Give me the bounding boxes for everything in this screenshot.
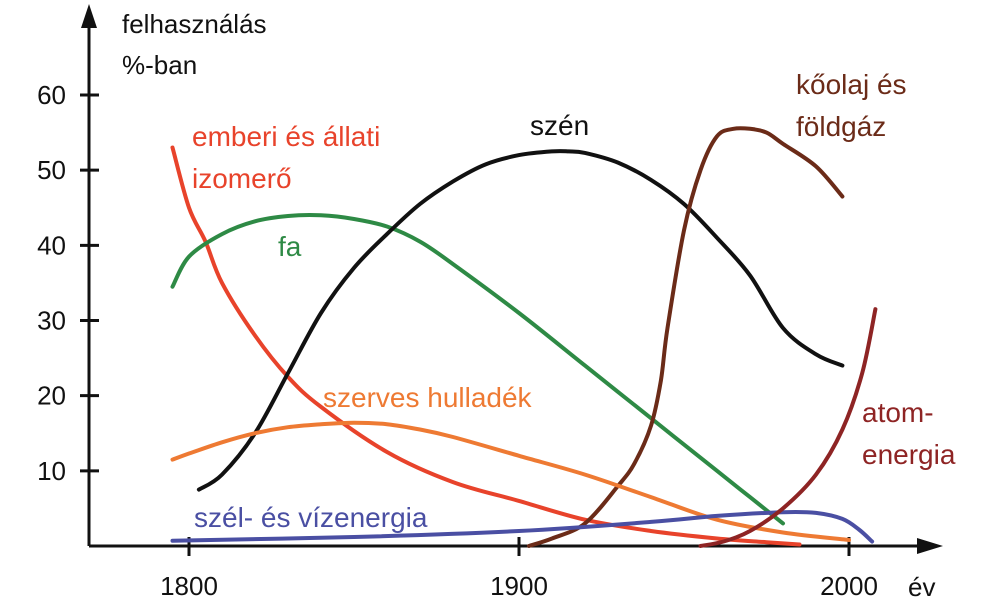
x-axis-title: év	[908, 572, 935, 602]
series-label-szen-1: szén	[530, 110, 589, 141]
axis-titles: felhasználás %-ban év	[122, 9, 935, 602]
series-label-olaj-2: földgáz	[796, 111, 886, 142]
ticks: 10 20 30 40 50 60 1800 1900 2000	[37, 80, 878, 601]
y-tick-label-60: 60	[37, 80, 66, 110]
y-tick-label-40: 40	[37, 230, 66, 260]
series-line-atom	[698, 307, 878, 548]
series-label-olaj-1: kőolaj és	[796, 69, 907, 100]
y-tick-label-20: 20	[37, 381, 66, 411]
series-line-hulladek	[170, 420, 851, 542]
x-tick-label-1900: 1900	[490, 571, 548, 601]
series-lines	[170, 126, 878, 548]
series-labels: emberi és állati izomerő fa szén kőolaj és fö…	[192, 69, 956, 533]
y-axis-arrow	[81, 4, 97, 28]
x-tick-label-2000: 2000	[820, 571, 878, 601]
y-axis-title-line-2: %-ban	[122, 50, 197, 80]
x-tick-label-1800: 1800	[160, 571, 218, 601]
series-line-szen	[196, 149, 845, 492]
series-line-izomero	[170, 145, 802, 547]
y-tick-label-50: 50	[37, 155, 66, 185]
y-tick-label-30: 30	[37, 305, 66, 335]
axes	[81, 4, 943, 554]
x-axis-arrow	[917, 538, 943, 554]
series-line-olaj	[526, 126, 845, 548]
series-label-izomero-1: emberi és állati	[192, 121, 380, 152]
series-label-szelviz-1: szél- és vízenergia	[194, 502, 428, 533]
series-label-izomero-2: izomerő	[192, 163, 292, 194]
series-label-atom-2: energia	[862, 439, 956, 470]
series-label-hulladek-1: szerves hulladék	[323, 382, 533, 413]
series-label-atom-1: atom-	[862, 397, 934, 428]
y-axis-title-line-1: felhasználás	[122, 9, 267, 39]
series-line-fa	[170, 213, 785, 526]
y-tick-label-10: 10	[37, 456, 66, 486]
series-line-szelviz	[170, 509, 875, 544]
series-label-fa-1: fa	[278, 231, 302, 262]
